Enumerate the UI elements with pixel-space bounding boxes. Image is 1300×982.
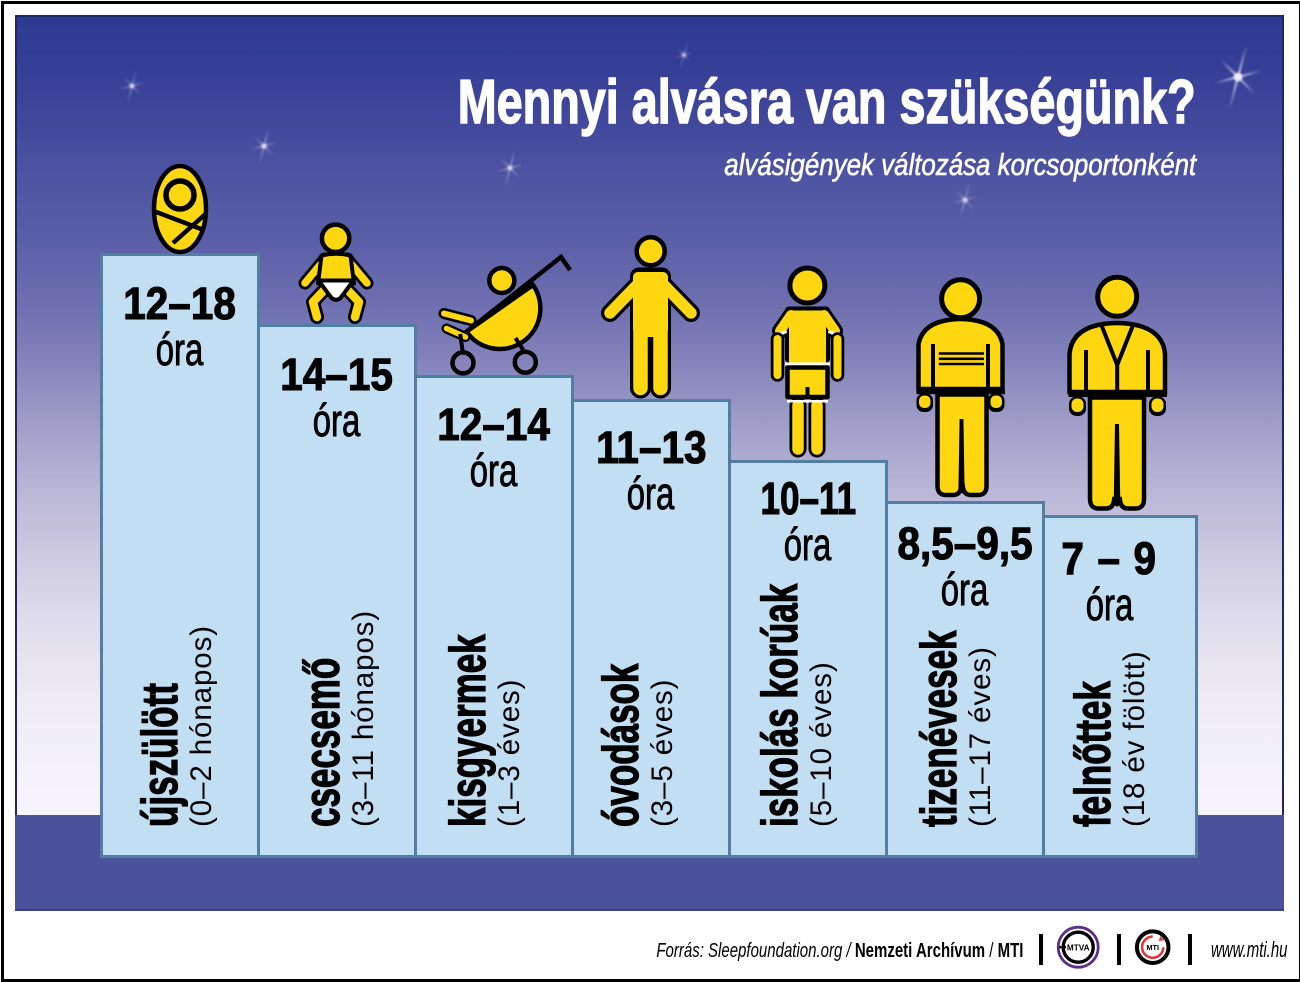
- svg-text:MTVA: MTVA: [1067, 943, 1090, 952]
- svg-text:MTI: MTI: [1146, 943, 1159, 952]
